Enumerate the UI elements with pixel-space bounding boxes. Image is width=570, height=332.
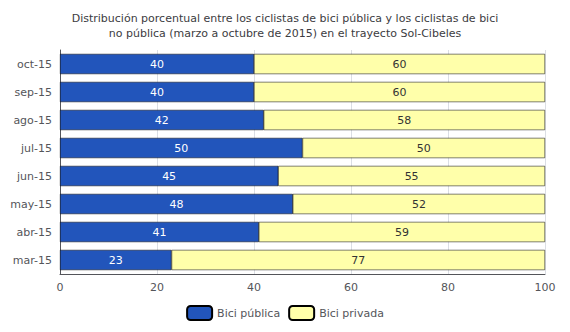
svg-text:abr-15: abr-15 xyxy=(16,226,52,239)
svg-text:40: 40 xyxy=(247,281,261,294)
svg-text:52: 52 xyxy=(412,198,426,211)
svg-text:55: 55 xyxy=(405,170,419,183)
svg-text:40: 40 xyxy=(150,86,164,99)
svg-text:59: 59 xyxy=(395,226,409,239)
svg-text:Bici privada: Bici privada xyxy=(319,307,384,320)
svg-text:mar-15: mar-15 xyxy=(13,254,52,267)
svg-text:45: 45 xyxy=(162,170,176,183)
svg-text:100: 100 xyxy=(535,281,556,294)
svg-text:oct-15: oct-15 xyxy=(17,58,52,71)
svg-text:Distribución porcentual entre: Distribución porcentual entre los ciclis… xyxy=(72,12,499,25)
svg-text:58: 58 xyxy=(397,114,411,127)
svg-text:Bici pública: Bici pública xyxy=(217,307,280,320)
svg-text:50: 50 xyxy=(174,142,188,155)
svg-text:23: 23 xyxy=(109,254,123,267)
svg-text:41: 41 xyxy=(152,226,166,239)
svg-text:77: 77 xyxy=(351,254,365,267)
svg-text:50: 50 xyxy=(417,142,431,155)
svg-text:60: 60 xyxy=(393,86,407,99)
svg-text:42: 42 xyxy=(155,114,169,127)
svg-text:ago-15: ago-15 xyxy=(13,114,52,127)
svg-text:60: 60 xyxy=(344,281,358,294)
svg-text:20: 20 xyxy=(150,281,164,294)
svg-text:48: 48 xyxy=(169,198,183,211)
svg-text:40: 40 xyxy=(150,58,164,71)
svg-text:jun-15: jun-15 xyxy=(16,170,52,183)
svg-text:80: 80 xyxy=(441,281,455,294)
svg-text:sep-15: sep-15 xyxy=(15,86,52,99)
svg-text:jul-15: jul-15 xyxy=(20,142,52,155)
svg-text:no pública (marzo a octubre de: no pública (marzo a octubre de 2015) en … xyxy=(109,27,462,40)
svg-text:0: 0 xyxy=(57,281,64,294)
svg-text:may-15: may-15 xyxy=(10,198,52,211)
svg-text:60: 60 xyxy=(393,58,407,71)
